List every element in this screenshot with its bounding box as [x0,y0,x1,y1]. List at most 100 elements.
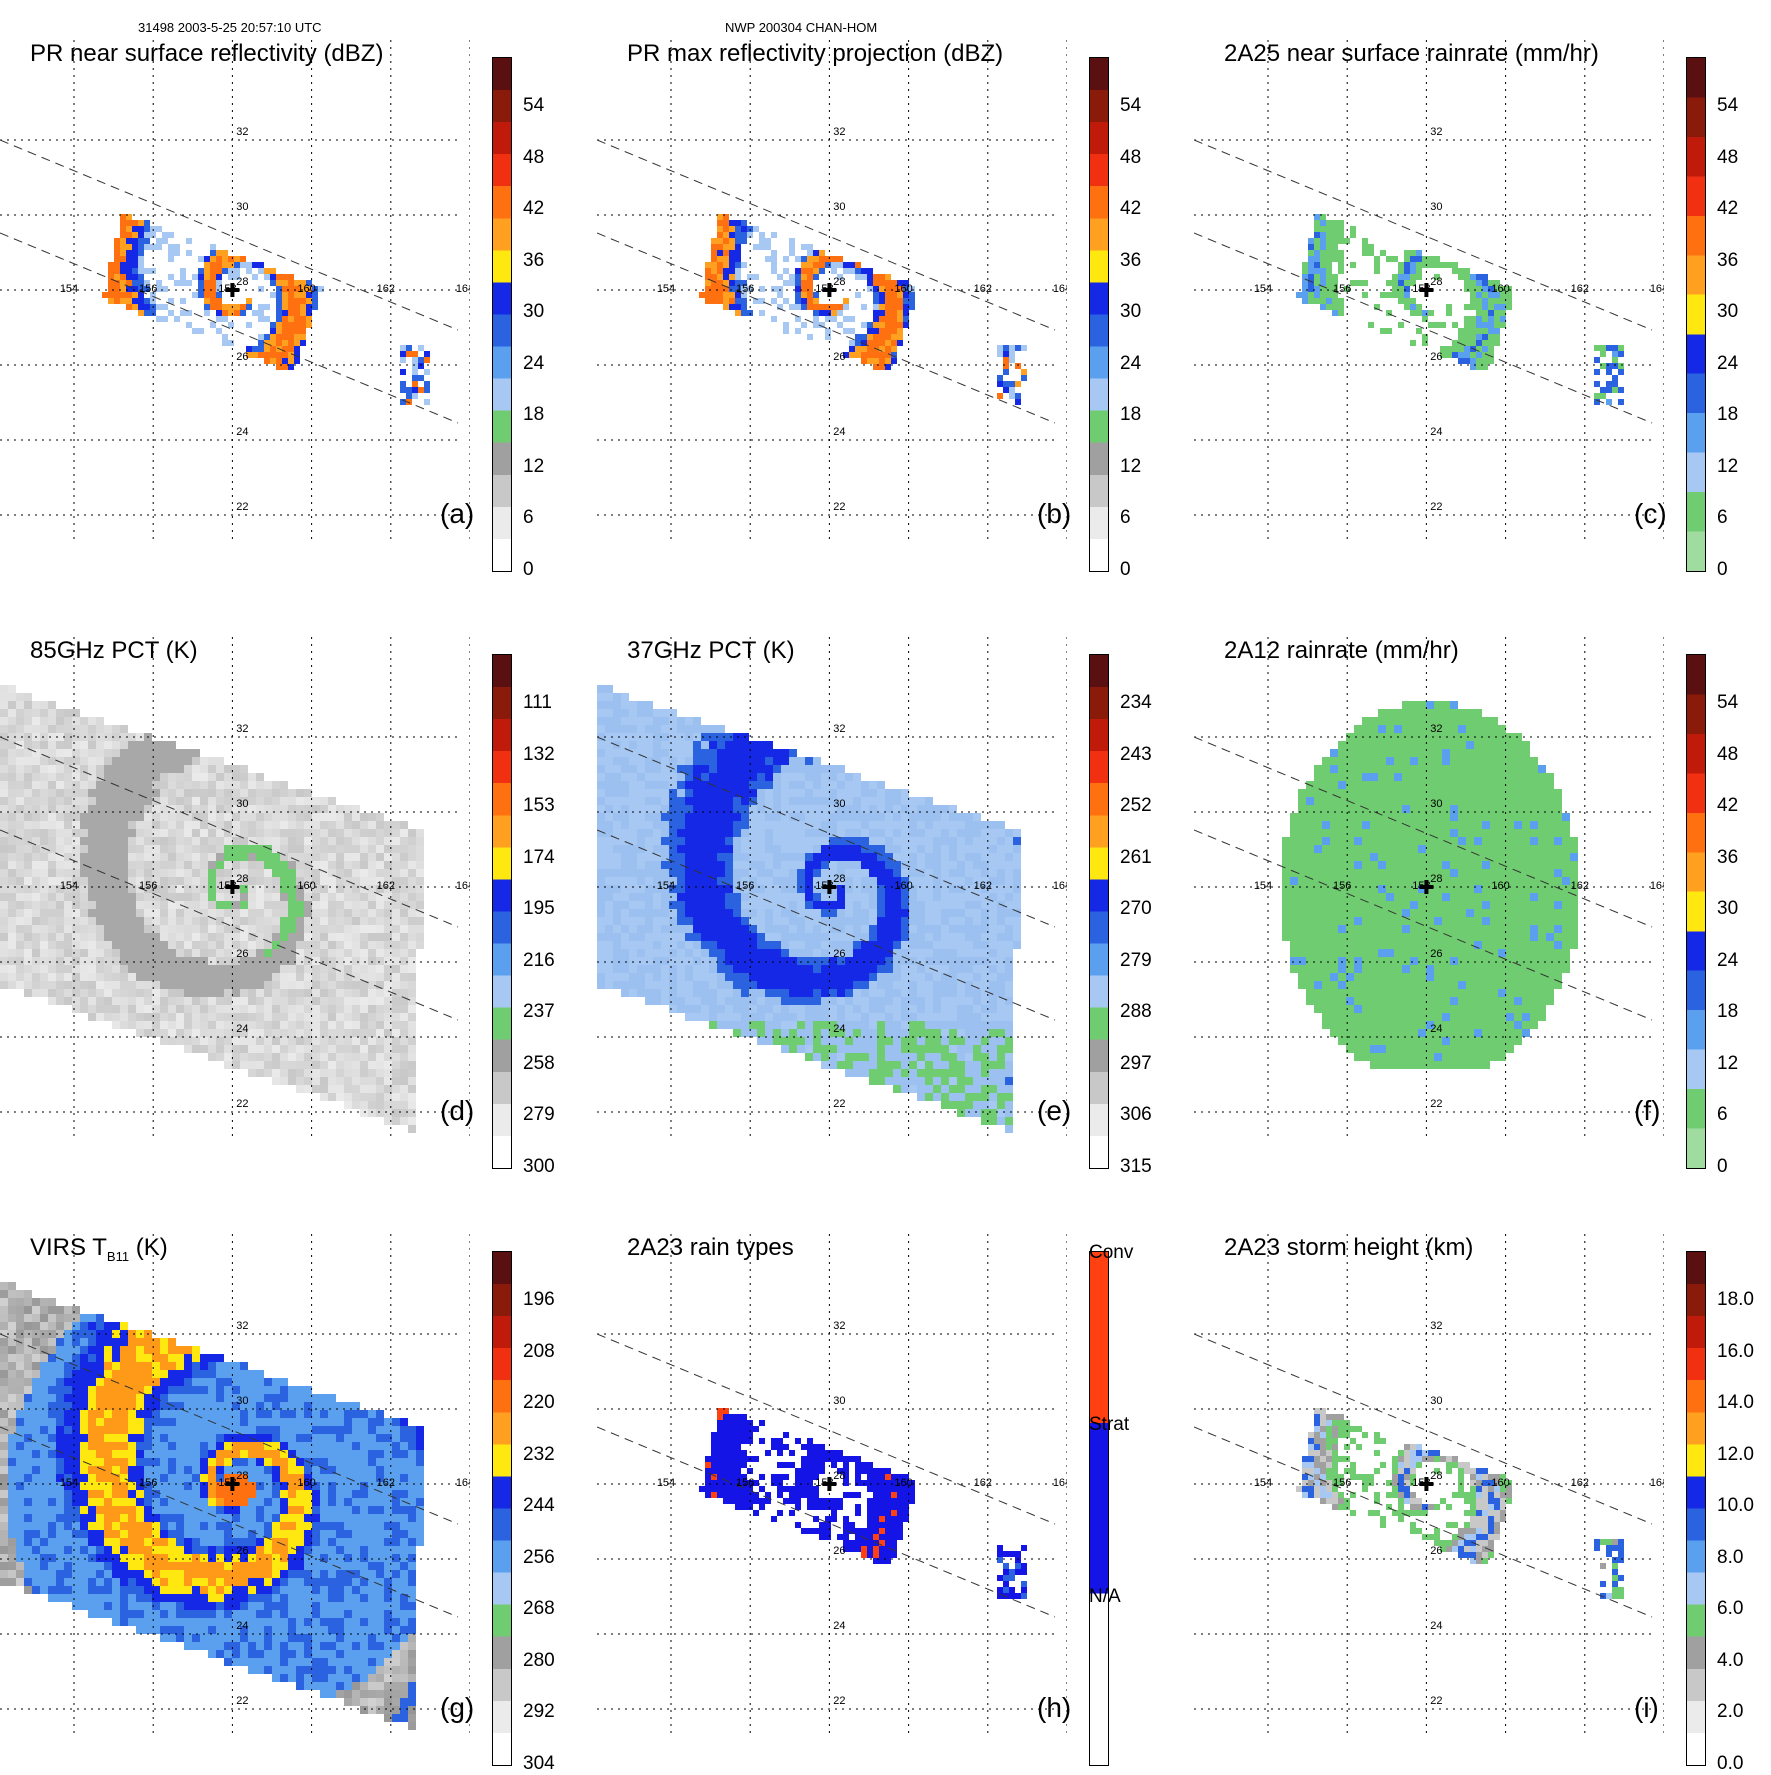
lon-label: 158 [1412,283,1430,295]
colorbar-tick-label: 54 [1717,692,1738,714]
panel-h: 1541561581601621642224262830322A23 rain … [597,1214,1067,1734]
colorbar-tick-label: 36 [1717,250,1738,272]
colorbar-tick-label: 306 [1120,1104,1152,1126]
lon-label: 160 [894,1477,912,1489]
lat-label: 32 [236,126,248,138]
lon-label: 158 [218,1477,236,1489]
colorbar [1686,1251,1706,1766]
lat-label: 26 [236,1545,248,1557]
colorbar [1089,1251,1109,1766]
colorbar [1686,654,1706,1169]
lon-label: 156 [1333,880,1351,892]
colorbar-tick-label: 30 [1120,301,1141,323]
colorbar-tick-label: 48 [1120,147,1141,169]
panel-title: VIRS TB11 (K) [30,1234,168,1264]
colorbar-tick-label: 288 [1120,1001,1152,1023]
panel-label: (i) [1634,1692,1659,1724]
lon-label: 160 [894,283,912,295]
swath-edge-line [597,1334,1055,1524]
colorbar-tick-label: 6 [1120,507,1131,529]
field-fragment-h [997,1545,1027,1599]
field-d [0,685,424,1133]
colorbar-tick-label: 0 [523,559,534,581]
colorbar-tick-label: 111 [523,692,552,714]
lon-label: 162 [377,880,395,892]
lat-label: 30 [833,798,845,810]
colorbar-tick-label: 0.0 [1717,1753,1743,1775]
colorbar-tick-label: 279 [523,1104,555,1126]
lat-label: 24 [833,1023,845,1035]
lon-label: 156 [1333,283,1351,295]
colorbar-tick-label: 24 [1120,353,1141,375]
colorbar-tick-label: 42 [1717,198,1738,220]
panel-title: 2A25 near surface rainrate (mm/hr) [1224,40,1599,68]
colorbar-tick-label: 6.0 [1717,1598,1743,1620]
colorbar-tick-label: 243 [1120,744,1152,766]
panel-title: PR max reflectivity projection (dBZ) [627,40,1003,68]
lon-label: 164 [1650,1477,1664,1489]
colorbar-tick-label: 24 [1717,950,1738,972]
colorbar-tick-label: 54 [1120,95,1141,117]
field-a [102,214,324,370]
lon-label: 162 [974,880,992,892]
panel-i: 1541561581601621642224262830322A23 storm… [1194,1214,1664,1734]
panel-title: 37GHz PCT (K) [627,637,795,665]
lon-label: 162 [1571,283,1589,295]
colorbar-tick-label: 18.0 [1717,1289,1754,1311]
panel-title: 85GHz PCT (K) [30,637,198,665]
colorbar-tick-label: 132 [523,744,555,766]
lon-label: 164 [456,1477,470,1489]
lat-label: 30 [236,201,248,213]
lat-label: 32 [833,1320,845,1332]
panel-label: (h) [1037,1692,1071,1724]
colorbar [492,57,512,572]
panel-title: 2A23 rain types [627,1234,794,1262]
lat-label: 30 [1430,1395,1442,1407]
colorbar-tick-label: 30 [1717,301,1738,323]
lon-label: 164 [1650,880,1664,892]
lon-label: 160 [297,880,315,892]
lon-label: 156 [736,283,754,295]
lon-label: 158 [218,283,236,295]
panel-d: 15415615816016216422242628303285GHz PCT … [0,617,470,1137]
lat-label: 24 [1430,1620,1442,1632]
colorbar-tick-label: Strat [1089,1414,1129,1436]
colorbar-tick-label: 6 [1717,507,1728,529]
colorbar-tick-label: 268 [523,1598,555,1620]
lat-label: 26 [236,948,248,960]
field-b [699,214,915,370]
colorbar-tick-label: 36 [1120,250,1141,272]
colorbar-tick-label: 42 [1120,198,1141,220]
colorbar-tick-label: 300 [523,1156,555,1178]
lat-label: 32 [1430,126,1442,138]
panel-title: 2A23 storm height (km) [1224,1234,1473,1262]
colorbar [1686,57,1706,572]
colorbar-tick-label: 54 [523,95,544,117]
lon-label: 162 [377,283,395,295]
panel-label: (c) [1634,498,1667,530]
panel-c: 1541561581601621642224262830322A25 near … [1194,20,1664,540]
lat-label: 30 [1430,798,1442,810]
lat-label: 32 [236,723,248,735]
lat-label: 24 [1430,1023,1442,1035]
lat-label: 28 [236,873,248,885]
panel-e: 15415615816016216422242628303237GHz PCT … [597,617,1067,1137]
map-g: 154156158160162164222426283032 [0,1234,470,1734]
lon-label: 162 [1571,1477,1589,1489]
lat-label: 22 [1430,1695,1442,1707]
lat-label: 26 [1430,1545,1442,1557]
lon-label: 156 [736,1477,754,1489]
field-fragment-a [400,345,430,405]
lon-label: 158 [218,880,236,892]
panel-label: (d) [440,1095,474,1127]
colorbar-tick-label: 270 [1120,898,1152,920]
map-d: 154156158160162164222426283032 [0,637,470,1137]
lon-label: 156 [736,880,754,892]
field-i [1296,1408,1512,1564]
lon-label: 154 [60,1477,78,1489]
colorbar-tick-label: 195 [523,898,555,920]
colorbar-tick-label: 0 [1717,1156,1728,1178]
colorbar-tick-label: 18 [1120,404,1141,426]
lon-label: 160 [1491,880,1509,892]
lat-label: 30 [833,1395,845,1407]
